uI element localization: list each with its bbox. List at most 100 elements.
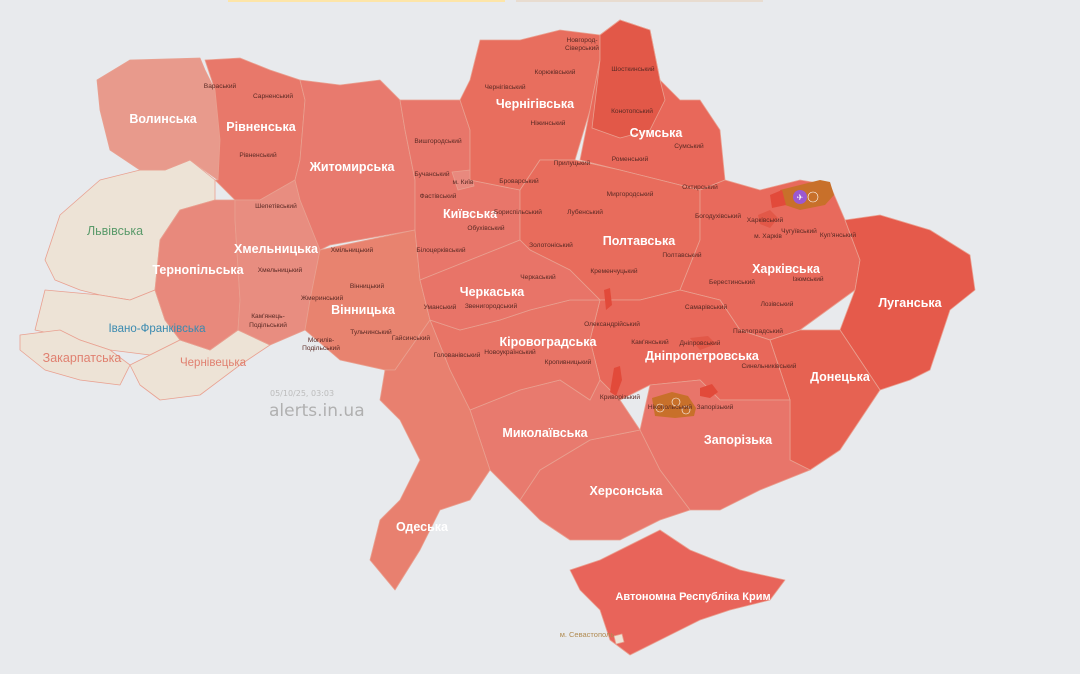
oblast-label: Донецька	[810, 370, 871, 384]
raion-label: Олександрійський	[584, 320, 640, 328]
oblast-label: Київська	[443, 207, 498, 221]
raion-label: Подільський	[302, 344, 340, 352]
raion-label: Берестинський	[709, 278, 755, 286]
oblast-label: Житомирська	[309, 160, 396, 174]
raion-label: Золотоніський	[529, 241, 573, 249]
alert-area-dnipro[interactable]	[690, 336, 716, 350]
oblast-labels: Волинська Рівненська Житомирська Чернігі…	[43, 97, 943, 639]
raion-label: Синельниківський	[742, 362, 797, 370]
region-sumy-north-raions[interactable]	[591, 19, 666, 139]
raion-label: Білоцерківський	[416, 246, 465, 254]
top-bar-beige	[516, 0, 763, 2]
raion-label: Голованівський	[434, 351, 481, 359]
oblast-label: Волинська	[129, 112, 197, 126]
raion-label: Рівненський	[239, 151, 277, 159]
raion-label: Бучанський	[414, 170, 450, 178]
oblast-label: м. Севастополь	[560, 630, 615, 639]
raion-label: Самарівський	[685, 303, 728, 311]
raion-label: Новгород-	[566, 37, 597, 44]
oblast-label: Харківська	[752, 262, 821, 276]
raion-label: Чернігівський	[484, 83, 525, 91]
raion-label: Гайсинський	[392, 334, 430, 342]
region-luhansk[interactable]	[839, 214, 976, 391]
raion-label: Богодухівський	[695, 212, 741, 220]
alert-area-oleksandriia[interactable]	[604, 288, 612, 310]
alert-area-kharkiv-border[interactable]	[770, 190, 786, 208]
raion-label: Ніжинський	[531, 119, 566, 127]
region-zakarpattia[interactable]	[19, 329, 131, 386]
raion-label: Хмільницький	[331, 246, 374, 254]
raion-label: Лозівський	[761, 300, 794, 308]
artillery-icon[interactable]	[807, 191, 819, 203]
threat-areas: ✈	[604, 180, 834, 418]
oblast-label: Рівненська	[226, 120, 296, 134]
oblast-label: Полтавська	[603, 234, 677, 248]
raion-label: Лубенський	[567, 208, 603, 216]
region-kyiv-city[interactable]	[451, 169, 475, 191]
alert-area-kryvyi-rih[interactable]	[610, 366, 622, 396]
raion-label: Сумський	[674, 142, 704, 150]
raion-label: Харківський	[747, 216, 784, 224]
raion-label: Черкаський	[520, 273, 556, 281]
region-crimea[interactable]	[569, 529, 786, 656]
artillery-icon[interactable]	[655, 403, 665, 413]
raion-label: Кропивницький	[545, 358, 592, 366]
oblast-label: Одеська	[396, 520, 449, 534]
raion-label: Новоукраїнський	[484, 348, 536, 356]
alert-area-kharkiv-city[interactable]	[758, 210, 778, 228]
raion-label: Бориспільський	[494, 208, 542, 216]
region-odesa[interactable]	[369, 319, 491, 591]
raion-label: Броварський	[499, 177, 539, 185]
region-sevastopol[interactable]	[613, 633, 625, 645]
oblast-label: Дніпропетровська	[645, 349, 760, 363]
oblast-label: Миколаївська	[502, 426, 588, 440]
raion-label: Полтавський	[662, 251, 701, 259]
region-zhytomyr[interactable]	[294, 79, 416, 251]
watermark-timestamp: 05/10/25, 03:03	[270, 389, 334, 398]
raion-label: Шосткинський	[611, 65, 655, 73]
oblast-label: Закарпатська	[43, 351, 122, 365]
raion-label: Сіверський	[565, 44, 599, 52]
raion-label: Обухівський	[467, 224, 505, 232]
raion-label: Роменський	[612, 155, 649, 163]
alert-area-zaporizhzhia-city[interactable]	[700, 384, 718, 398]
raion-label: Звенигородський	[465, 302, 518, 310]
raion-label: Ізюмський	[792, 275, 824, 283]
raion-label: Прилуцький	[554, 159, 591, 167]
oblast-label: Автономна Республіка Крим	[615, 591, 770, 603]
oblast-label: Чернігівська	[496, 97, 575, 111]
raion-label: Криворізький	[600, 393, 640, 401]
raion-label: Вінницький	[350, 282, 385, 290]
raion-label: Дніпровський	[680, 339, 721, 347]
raion-label: Жмеринський	[301, 294, 344, 302]
oblast-label: Запорізька	[704, 433, 773, 447]
watermark: 05/10/25, 03:03 alerts.in.ua	[269, 389, 365, 421]
oblast-label: Луганська	[878, 296, 942, 310]
regions	[19, 19, 976, 656]
drone-icon[interactable]	[793, 190, 807, 204]
raion-label: Фастівський	[420, 192, 457, 200]
watermark-site: alerts.in.ua	[269, 401, 365, 421]
oblast-label: Хмельницька	[234, 242, 319, 256]
artillery-icon[interactable]	[681, 405, 691, 415]
region-cherkasy[interactable]	[419, 239, 601, 331]
oblast-label: Івано-Франківська	[108, 323, 206, 335]
raion-label: Корюківський	[535, 68, 576, 76]
raion-label: Нікопольський	[648, 403, 693, 411]
oblast-label: Черкаська	[460, 285, 525, 299]
raion-label: Уманський	[424, 303, 457, 311]
oblast-label: Тернопільська	[152, 263, 244, 277]
region-ternopil[interactable]	[154, 199, 241, 351]
raion-label: Кременчуцький	[590, 267, 638, 275]
drone-glyph: ✈	[797, 193, 804, 202]
threat-area-kharkiv-north[interactable]	[780, 180, 834, 210]
artillery-icon[interactable]	[671, 397, 681, 407]
oblast-label: Чернівецька	[180, 357, 247, 369]
oblast-label: Кіровоградська	[500, 335, 598, 349]
oblast-label: Львівська	[87, 224, 143, 238]
raion-label: Павлоградський	[733, 327, 783, 335]
raion-labels: Вараський Сарненський Рівненський Шепеті…	[204, 37, 857, 411]
oblast-label: Сумська	[630, 126, 684, 140]
raion-label: Охтирський	[682, 183, 718, 191]
oblast-label: Вінницька	[331, 303, 396, 317]
